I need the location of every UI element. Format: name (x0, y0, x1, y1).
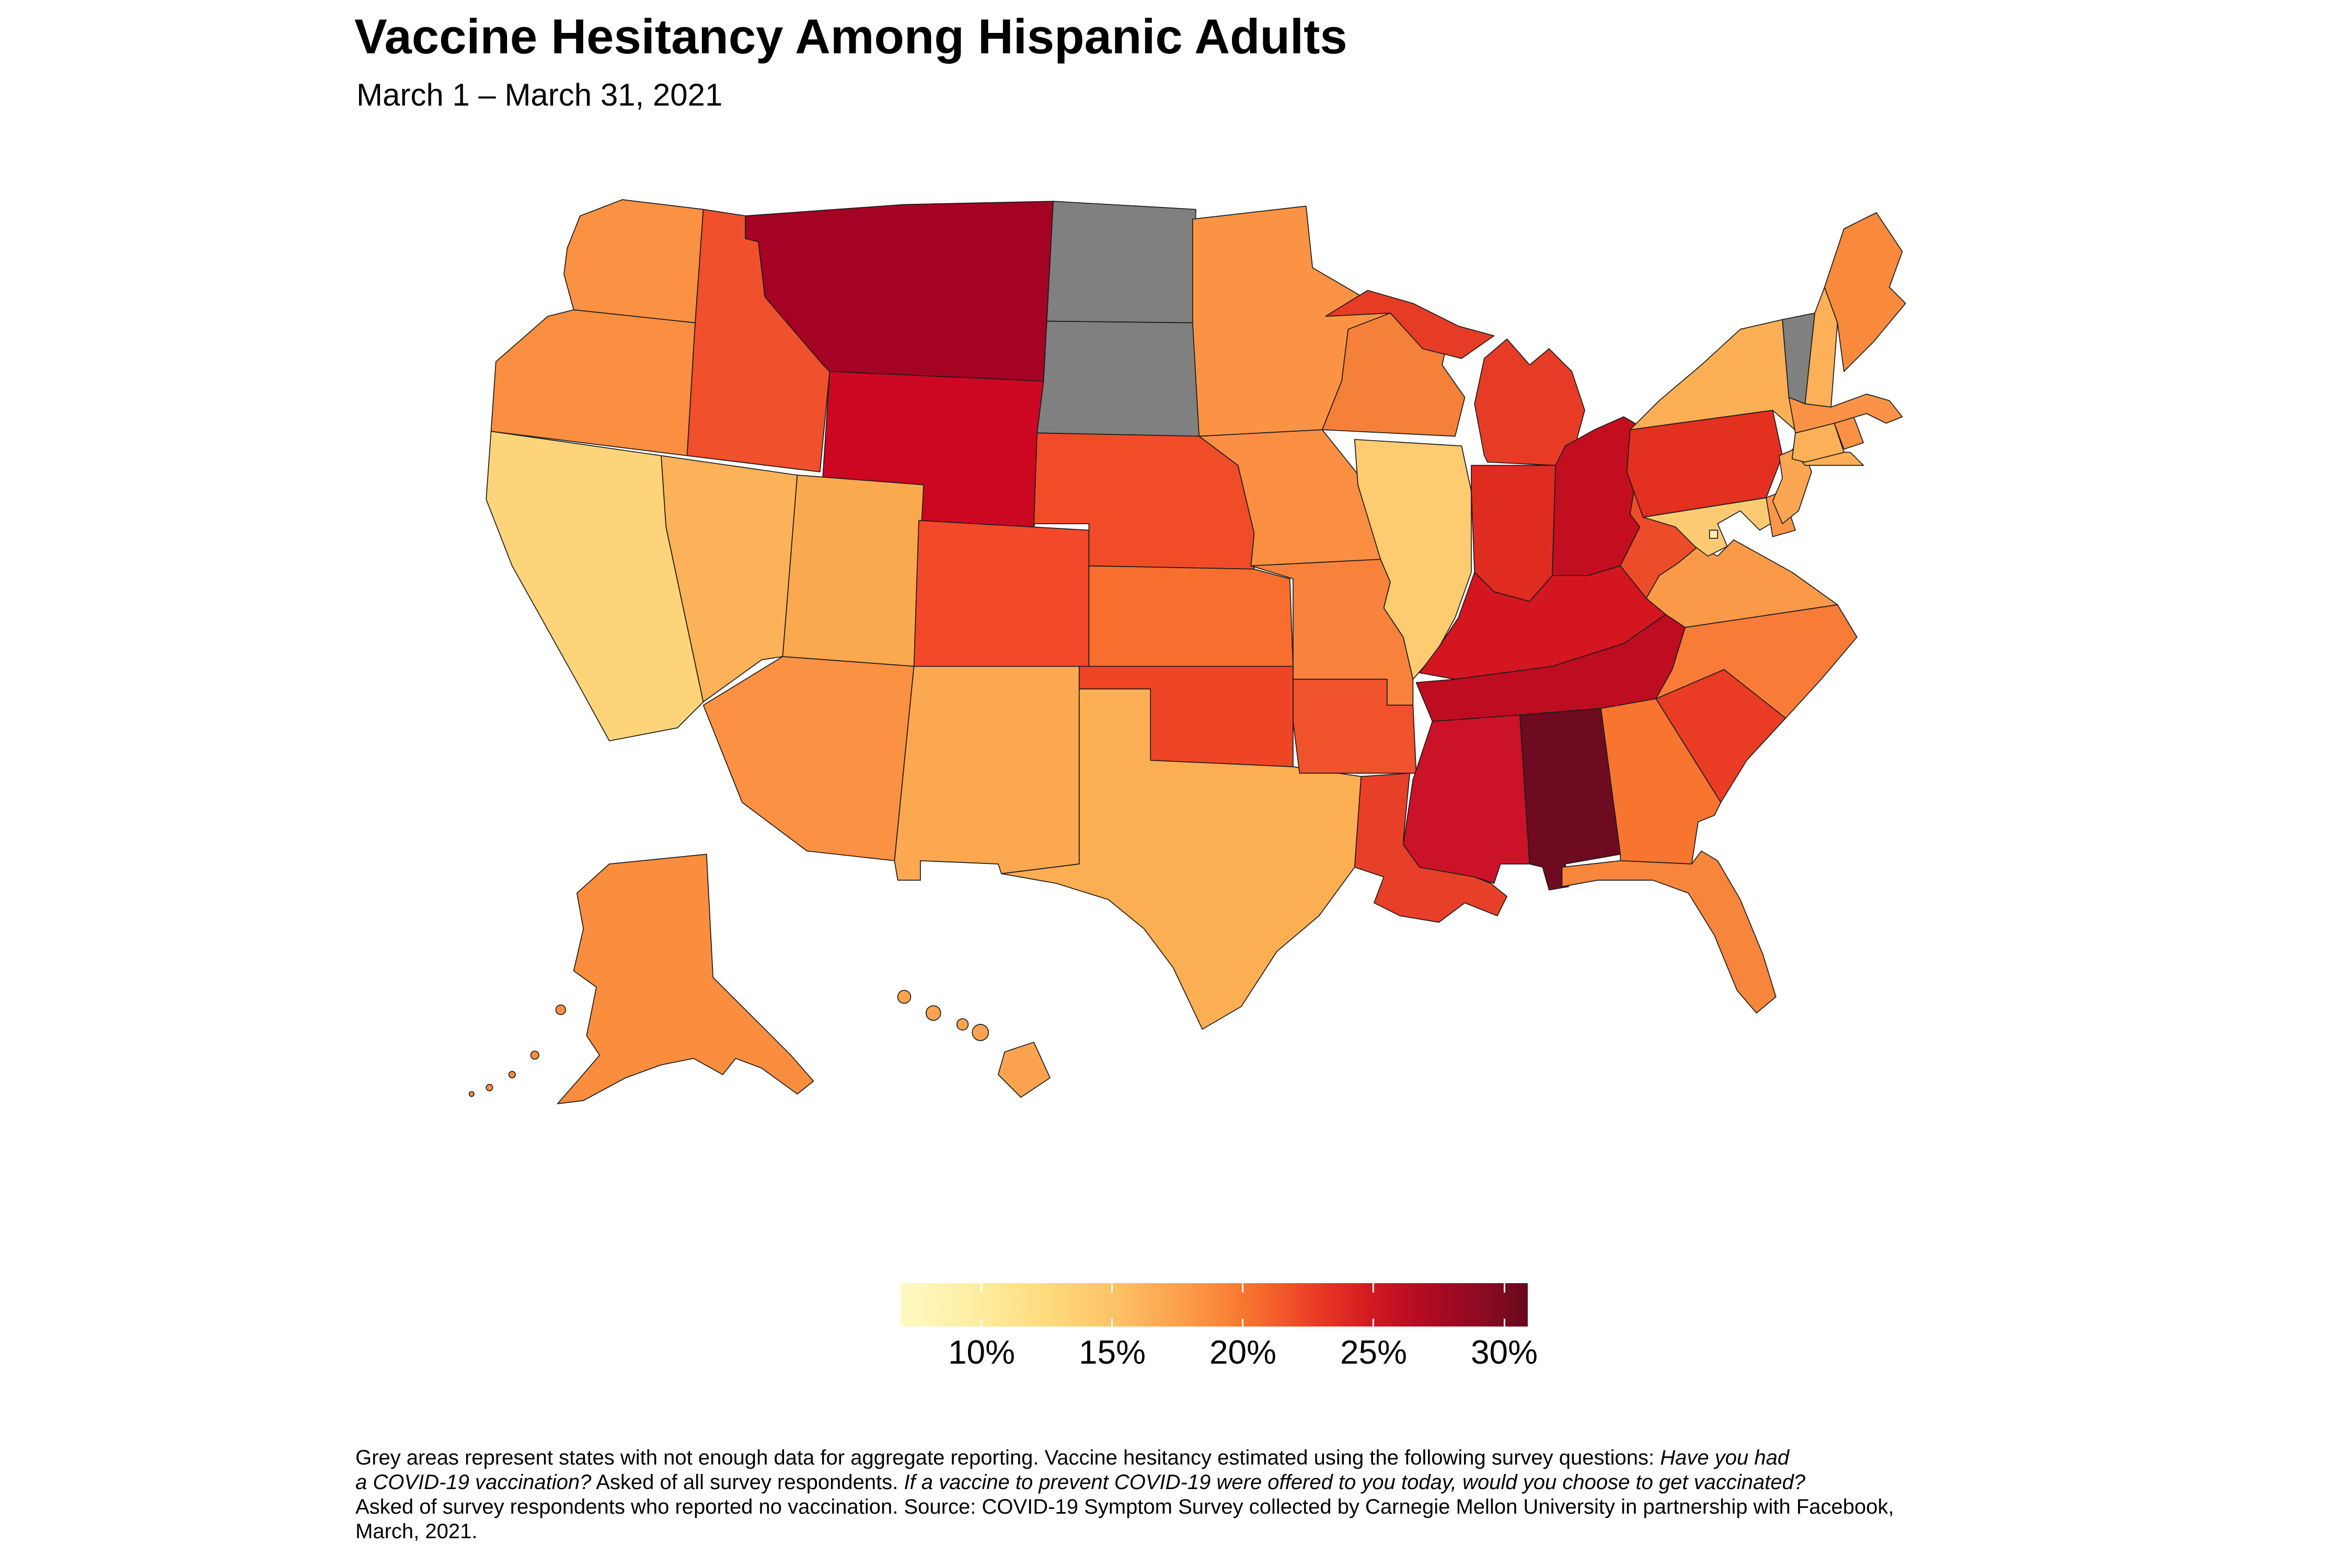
state-oregon (490, 309, 696, 456)
district-of-columbia (1709, 529, 1719, 539)
hawaii-island-oahu (925, 1005, 941, 1021)
footnote-line: March, 2021. (355, 1519, 2289, 1544)
legend-tick-label: 30% (1470, 1333, 1538, 1371)
alaska-island (508, 1070, 516, 1079)
footnote-line: a COVID-19 vaccination? Asked of all sur… (355, 1470, 2289, 1495)
footnote-text: Grey areas represent states with not eno… (355, 1446, 1661, 1469)
state-arkansas (1293, 678, 1417, 774)
alaska-island (530, 1051, 539, 1060)
footnote-text: Asked of survey respondents who reported… (355, 1495, 1894, 1518)
alaska-island (468, 1091, 475, 1097)
alaska-island (555, 1004, 566, 1016)
footnote-question-italic: a COVID-19 vaccination? (355, 1471, 592, 1494)
chart-subtitle: March 1 – March 31, 2021 (356, 77, 723, 112)
legend-tick-label: 25% (1340, 1333, 1408, 1371)
legend-tick-label: 15% (1078, 1333, 1146, 1371)
color-legend: 10% 15% 20% 25% 30% (901, 1283, 1538, 1409)
legend-tick-label: 20% (1209, 1333, 1277, 1371)
state-utah (782, 475, 925, 667)
state-hawaii (897, 989, 1051, 1098)
hawaii-island-kauai (897, 989, 912, 1004)
footnote-line: Asked of survey respondents who reported… (355, 1495, 2289, 1519)
state-new-hampshire (1804, 286, 1838, 408)
footnote-question-italic: If a vaccine to prevent COVID-19 were of… (904, 1471, 1806, 1494)
state-texas (1001, 688, 1362, 1030)
state-alaska-mainland (557, 854, 814, 1104)
state-kansas (1088, 565, 1294, 667)
state-colorado (913, 520, 1090, 667)
state-arizona (702, 656, 915, 861)
alaska-island (486, 1083, 493, 1091)
hawaii-island-molokai (956, 1018, 969, 1031)
state-north-carolina (1655, 604, 1858, 719)
footnote-line: Grey areas represent states with not eno… (355, 1446, 2289, 1470)
chart-title: Vaccine Hesitancy Among Hispanic Adults (354, 9, 1347, 64)
hawaii-island-big-island (997, 1042, 1051, 1098)
state-indiana (1471, 465, 1557, 602)
state-mississippi (1402, 714, 1530, 884)
state-north-dakota (1046, 201, 1196, 324)
state-michigan-lower-peninsula (1474, 338, 1585, 466)
hawaii-island-maui (972, 1024, 989, 1041)
state-montana (745, 201, 1054, 382)
state-alaska (468, 854, 814, 1104)
state-michigan-upper-peninsula (1325, 290, 1495, 359)
state-michigan (1325, 290, 1585, 466)
state-new-mexico (894, 665, 1080, 881)
footnote-question-italic: Have you had (1660, 1446, 1790, 1469)
legend-tick-marks (981, 1283, 1505, 1327)
state-florida (1561, 850, 1777, 1014)
state-south-dakota (1036, 320, 1203, 437)
us-choropleth-map (468, 199, 1906, 1104)
legend-tick-label: 10% (948, 1333, 1016, 1371)
legend-gradient-bar (901, 1283, 1528, 1327)
state-maine (1824, 212, 1906, 372)
state-washington (563, 199, 704, 324)
footnote-text: March, 2021. (355, 1520, 478, 1543)
footnote: Grey areas represent states with not eno… (355, 1446, 2289, 1544)
footnote-text: Asked of all survey respondents. (591, 1471, 904, 1494)
